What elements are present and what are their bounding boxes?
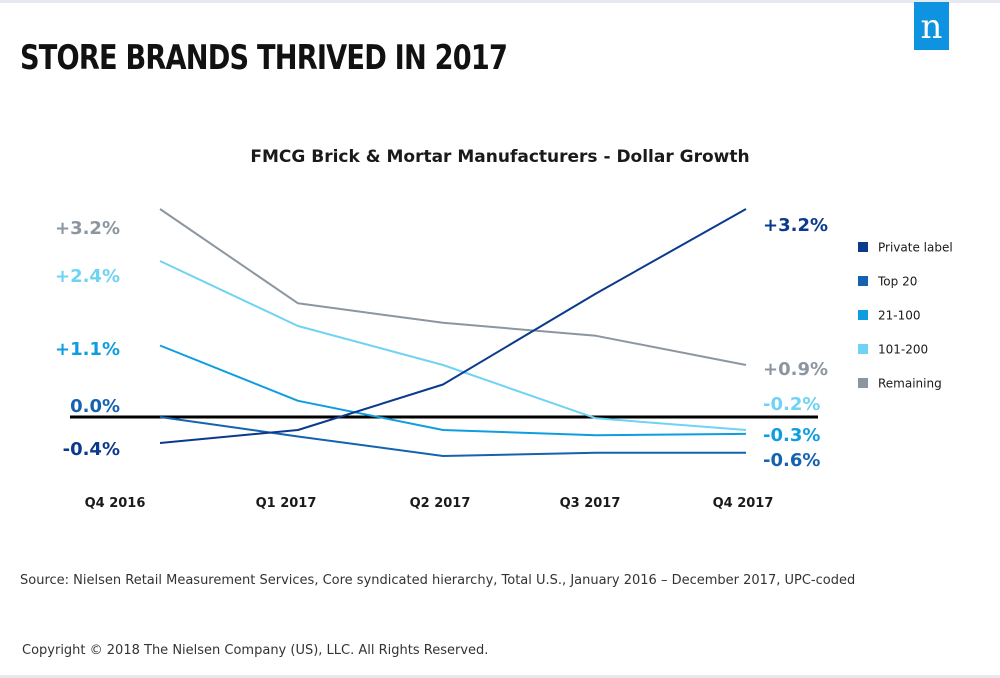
start-label-top-20: 0.0%: [70, 396, 120, 417]
series-lines: [159, 208, 747, 457]
x-axis: Q4 2016 Q1 2017 Q2 2017 Q3 2017 Q4 2017: [85, 496, 774, 511]
series-line-top-20: [159, 416, 746, 457]
legend-swatch: [858, 242, 868, 252]
end-label-top-20: -0.6%: [763, 450, 820, 471]
series-line-21-100: [159, 344, 747, 437]
series-line-101-200: [159, 260, 747, 431]
legend-swatch: [858, 378, 868, 388]
end-label-remaining: +0.9%: [763, 359, 828, 380]
legend-label: 101-200: [878, 343, 928, 357]
top-rule: [0, 0, 1000, 3]
bottom-rule: [0, 675, 1000, 678]
series-line-remaining: [159, 208, 747, 366]
series-end-labels: -0.4% +3.2% 0.0% -0.6% +1.1% -0.3% +2.4% -0.2% +…: [55, 215, 828, 471]
end-label-21-100: -0.3%: [763, 425, 820, 446]
start-label-remaining: +3.2%: [55, 218, 120, 239]
end-label-private-label: +3.2%: [763, 215, 828, 236]
x-tick-label: Q4 2017: [713, 496, 774, 511]
legend: Private label Top 20 21-100 101-200 Remainin…: [858, 241, 953, 391]
legend-label: Top 20: [877, 275, 917, 289]
x-tick-label: Q2 2017: [410, 496, 471, 511]
legend-label: Private label: [878, 241, 953, 255]
legend-swatch: [858, 310, 868, 320]
nielsen-logo-icon: n: [914, 2, 949, 50]
chart-title: FMCG Brick & Mortar Manufacturers - Doll…: [250, 147, 749, 167]
legend-label: Remaining: [878, 377, 942, 391]
start-label-21-100: +1.1%: [55, 339, 120, 360]
legend-label: 21-100: [878, 309, 921, 323]
series-line-private-label: [159, 208, 747, 444]
x-tick-label: Q1 2017: [256, 496, 317, 511]
copyright-note: Copyright © 2018 The Nielsen Company (US…: [22, 643, 489, 658]
end-label-101-200: -0.2%: [763, 394, 820, 415]
page-title: STORE BRANDS THRIVED IN 2017: [20, 38, 508, 78]
start-label-101-200: +2.4%: [55, 266, 120, 287]
x-tick-label: Q4 2016: [85, 496, 146, 511]
source-note: Source: Nielsen Retail Measurement Servi…: [20, 573, 856, 588]
x-tick-label: Q3 2017: [560, 496, 621, 511]
legend-swatch: [858, 276, 868, 286]
legend-swatch: [858, 344, 868, 354]
chart: FMCG Brick & Mortar Manufacturers - Doll…: [55, 147, 953, 511]
start-label-private-label: -0.4%: [63, 439, 120, 460]
